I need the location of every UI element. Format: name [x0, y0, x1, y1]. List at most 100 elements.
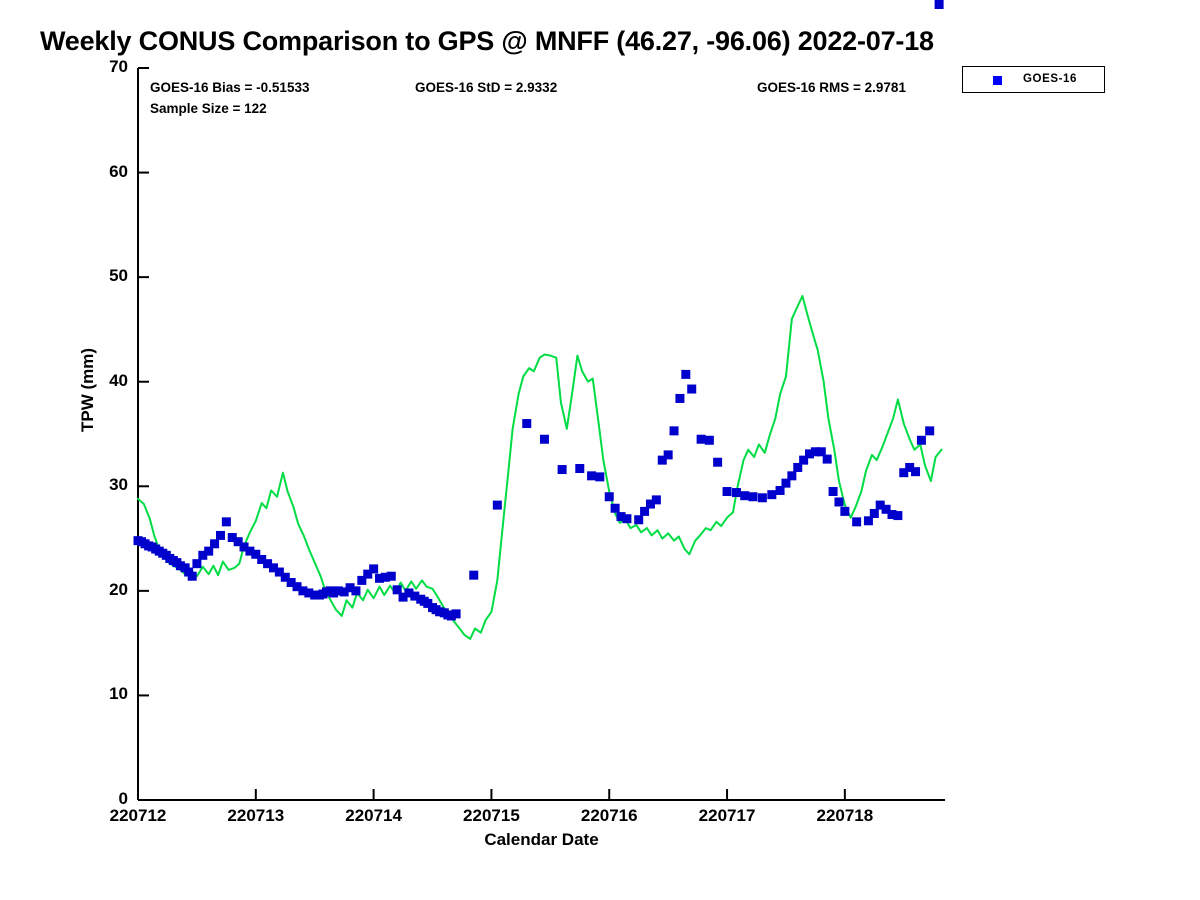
data-point [221, 517, 231, 527]
data-point [767, 490, 777, 500]
y-tick-label: 70 [109, 57, 128, 76]
data-point [310, 590, 320, 600]
data-point [227, 533, 237, 543]
data-point [339, 587, 349, 597]
stat-sample-size: Sample Size = 122 [150, 101, 267, 116]
data-point [696, 434, 706, 444]
x-tick-label: 220712 [109, 806, 167, 825]
stat-std: GOES-16 StD = 2.9332 [415, 80, 558, 95]
data-point [451, 609, 461, 619]
x-tick-label: 220714 [345, 806, 402, 825]
data-point [423, 598, 433, 608]
data-point [810, 447, 820, 457]
data-point [333, 586, 343, 596]
data-point [731, 488, 741, 498]
data-point [446, 611, 456, 621]
data-point [869, 508, 879, 518]
series-line-gps [137, 294, 943, 640]
data-point [292, 582, 302, 592]
data-point [251, 549, 261, 559]
data-point [651, 495, 661, 505]
data-point [863, 516, 873, 526]
data-point [204, 546, 214, 556]
data-point [787, 471, 797, 481]
data-point [875, 500, 885, 510]
data-point [286, 577, 296, 587]
legend-marker-goes16-icon [993, 76, 1002, 85]
x-tick-label: 220717 [698, 806, 756, 825]
data-point [899, 468, 909, 478]
data-point [404, 588, 414, 598]
data-point [828, 487, 838, 497]
data-point [604, 492, 614, 502]
data-point [740, 491, 750, 501]
data-point [663, 450, 673, 460]
data-point [616, 512, 626, 522]
data-point [657, 455, 667, 465]
data-point [522, 419, 532, 429]
data-point [363, 569, 373, 579]
data-point [245, 546, 255, 556]
data-point [887, 510, 897, 520]
x-tick-label: 220713 [227, 806, 285, 825]
data-point [386, 571, 396, 581]
data-point [934, 0, 944, 9]
data-point [610, 503, 620, 513]
data-point [916, 435, 926, 445]
data-point [757, 493, 767, 503]
data-point [675, 393, 685, 403]
data-point [793, 462, 803, 472]
stat-bias: GOES-16 Bias = -0.51533 [150, 80, 310, 95]
data-point [192, 559, 202, 569]
data-point [925, 426, 935, 436]
data-point [911, 467, 921, 477]
data-point [905, 462, 915, 472]
data-point [840, 506, 850, 516]
data-point [557, 465, 567, 475]
x-tick-label: 220715 [463, 806, 520, 825]
y-tick-label: 10 [109, 684, 128, 704]
data-point [392, 585, 402, 595]
data-point [257, 554, 267, 564]
data-point [640, 506, 650, 516]
data-point [704, 435, 714, 445]
y-tick-label: 50 [109, 266, 128, 286]
series-markers-goes16 [133, 0, 944, 621]
data-point [210, 539, 220, 549]
y-tick-label: 40 [109, 370, 128, 390]
stat-rms: GOES-16 RMS = 2.9781 [757, 80, 906, 95]
data-point [380, 572, 390, 582]
data-point [713, 457, 723, 467]
data-point [587, 471, 597, 481]
data-point [375, 573, 385, 583]
data-point [329, 588, 339, 598]
x-tick-label: 220716 [580, 806, 638, 825]
data-point [852, 517, 862, 527]
data-point [539, 434, 549, 444]
y-tick-label: 20 [109, 579, 128, 599]
data-point [345, 583, 355, 593]
data-point [198, 550, 208, 560]
data-point [881, 504, 891, 514]
legend: GOES-16 [962, 66, 1105, 93]
data-point [239, 542, 249, 552]
data-point [834, 497, 844, 507]
data-point [681, 369, 691, 379]
data-point [781, 478, 791, 488]
data-point [775, 485, 785, 495]
data-point [748, 492, 758, 502]
data-point [722, 487, 732, 497]
data-point [669, 426, 679, 436]
data-point [799, 455, 809, 465]
data-point [215, 530, 225, 540]
y-tick-label: 30 [109, 475, 128, 495]
data-point [351, 586, 361, 596]
data-point [492, 500, 502, 510]
data-point [233, 537, 243, 547]
data-point [805, 449, 815, 459]
x-axis-label: Calendar Date [484, 830, 599, 849]
data-point [410, 591, 420, 601]
data-point [263, 559, 273, 569]
